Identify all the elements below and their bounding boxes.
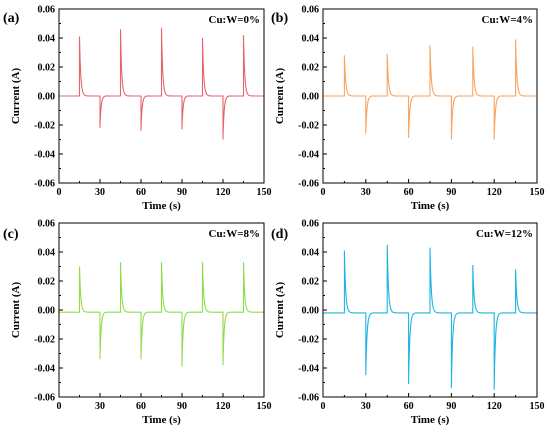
plot-frame (58, 222, 265, 398)
x-tick-label: 30 (361, 187, 371, 198)
y-tick-label: 0.04 (302, 34, 320, 45)
x-tick-label: 60 (404, 401, 414, 412)
panel-label: (c) (3, 227, 19, 242)
x-tick-label: 30 (95, 187, 105, 198)
legend-label: Cu:W=8% (209, 228, 261, 240)
chart-panel-c: 0.06 0.04 0.02 0.00 -0.02 -0.04 -0.060 30 60 90 12… (3, 219, 272, 427)
current-trace (59, 262, 264, 367)
y-tick-label: -0.02 (298, 121, 319, 132)
x-tick-label: 150 (530, 401, 545, 412)
x-tick-label: 60 (136, 187, 146, 198)
x-tick-label: 120 (487, 187, 502, 198)
y-axis-title: Current (A) (10, 282, 22, 339)
y-tick-label: 0.00 (302, 92, 320, 103)
x-axis-title: Time (s) (411, 414, 450, 426)
chart-panel-b: 0.06 0.04 0.02 0.00 -0.02 -0.04 -0.060 30 60 90 12… (271, 5, 545, 213)
y-tick-label: -0.02 (34, 121, 55, 132)
x-tick-label: 90 (177, 187, 187, 198)
current-trace (59, 27, 264, 140)
y-tick-label: -0.06 (34, 393, 55, 404)
legend-label: Cu:W=4% (482, 14, 534, 26)
plot-frame (322, 8, 538, 184)
y-axis-title: Current (A) (274, 68, 286, 125)
x-tick-label: 60 (404, 187, 414, 198)
current-trace (323, 39, 537, 140)
y-tick-label: 0.00 (38, 306, 56, 317)
x-tick-label: 0 (321, 187, 326, 198)
y-tick-label: -0.04 (298, 364, 319, 375)
x-tick-label: 30 (95, 401, 105, 412)
x-tick-label: 120 (487, 401, 502, 412)
y-axis-title: Current (A) (274, 282, 286, 339)
y-tick-label: 0.02 (38, 63, 56, 74)
y-tick-label: 0.00 (38, 92, 56, 103)
panel-label: (d) (271, 227, 288, 242)
legend-label: Cu:W=12% (476, 228, 533, 240)
x-tick-label: 150 (257, 401, 272, 412)
panel-label: (a) (3, 11, 20, 26)
plot-frame (322, 222, 538, 398)
x-tick-label: 0 (57, 187, 62, 198)
y-tick-label: -0.04 (34, 150, 55, 161)
y-tick-label: 0.06 (302, 5, 320, 16)
y-tick-label: 0.02 (38, 277, 56, 288)
x-tick-label: 30 (361, 401, 371, 412)
y-tick-label: 0.00 (302, 306, 320, 317)
y-tick-label: 0.06 (302, 219, 320, 230)
x-tick-label: 150 (257, 187, 272, 198)
y-tick-label: 0.06 (38, 5, 56, 16)
y-tick-label: -0.06 (298, 179, 319, 190)
chart-panel-d: 0.06 0.04 0.02 0.00 -0.02 -0.04 -0.060 30 60 90 12… (271, 219, 545, 427)
plot-frame (58, 8, 265, 184)
y-tick-label: 0.04 (302, 248, 320, 259)
y-tick-label: -0.02 (34, 335, 55, 346)
y-tick-label: -0.06 (34, 179, 55, 190)
y-tick-label: -0.02 (298, 335, 319, 346)
y-tick-label: -0.06 (298, 393, 319, 404)
y-tick-label: 0.06 (38, 219, 56, 230)
y-tick-label: 0.02 (302, 63, 320, 74)
x-tick-label: 60 (136, 401, 146, 412)
y-tick-label: 0.04 (38, 34, 56, 45)
x-tick-label: 90 (177, 401, 187, 412)
current-trace (323, 244, 537, 390)
x-tick-label: 120 (216, 401, 231, 412)
y-tick-label: -0.04 (298, 150, 319, 161)
x-axis-title: Time (s) (142, 414, 181, 426)
x-axis-title: Time (s) (411, 200, 450, 212)
x-axis-title: Time (s) (142, 200, 181, 212)
y-tick-label: 0.02 (302, 277, 320, 288)
x-tick-label: 0 (321, 401, 326, 412)
chart-panel-a: 0.06 0.04 0.02 0.00 -0.02 -0.04 -0.060 30 60 90 12… (3, 5, 272, 213)
x-tick-label: 150 (530, 187, 545, 198)
x-tick-label: 90 (446, 401, 456, 412)
y-axis-title: Current (A) (10, 68, 22, 125)
y-tick-label: 0.04 (38, 248, 56, 259)
x-tick-label: 120 (216, 187, 231, 198)
legend-label: Cu:W=0% (209, 14, 261, 26)
x-tick-label: 0 (57, 401, 62, 412)
x-tick-label: 90 (446, 187, 456, 198)
panel-label: (b) (271, 11, 288, 26)
y-tick-label: -0.04 (34, 364, 55, 375)
